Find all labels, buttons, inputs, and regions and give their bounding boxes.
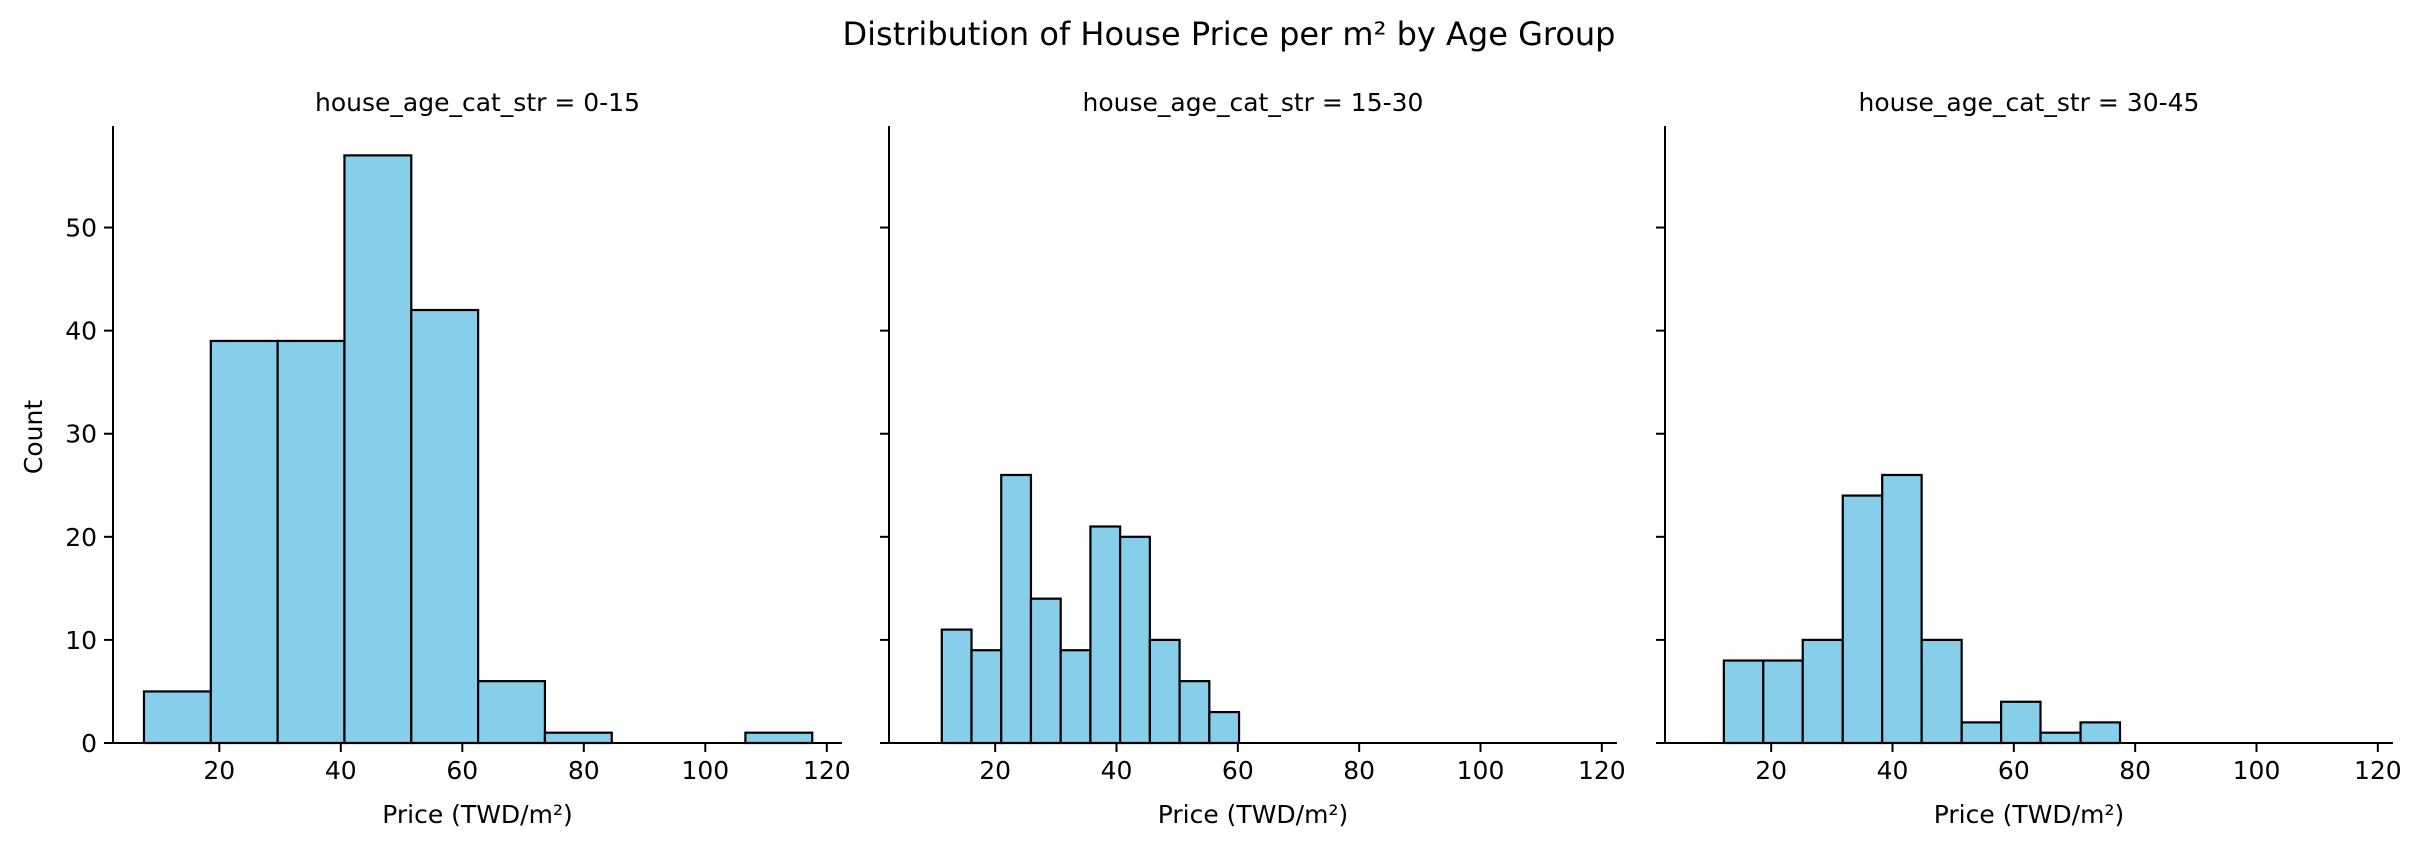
histogram-bar — [343, 154, 413, 745]
facet-panel-2: house_age_cat_str = 15-30 20 40 60 80 100 120 P… — [880, 88, 1626, 829]
y-tick-label: 50 — [65, 214, 97, 243]
x-tick-label: 60 — [446, 756, 478, 785]
facet-panel-1: house_age_cat_str = 0-15 0 10 20 30 40 50 20 40 6… — [65, 88, 850, 829]
histogram-bar — [1920, 638, 1963, 745]
x-tick-label: 100 — [1457, 756, 1505, 785]
histogram-bar — [970, 649, 1003, 745]
histogram-bar — [276, 339, 346, 745]
x-tick-label: 60 — [1998, 756, 2030, 785]
facet-panel-3: house_age_cat_str = 30-45 20 40 60 80 100 120 P… — [1656, 88, 2402, 829]
histogram-bar — [477, 680, 547, 745]
histogram-bar — [1960, 721, 2003, 745]
histogram-bar — [543, 731, 613, 745]
histogram-bar — [410, 308, 480, 745]
histogram-bar — [1999, 700, 2042, 745]
x-tick-label: 20 — [1755, 756, 1787, 785]
histogram-bar — [2079, 721, 2122, 745]
histogram-bar — [1881, 473, 1923, 745]
x-tick-label: 40 — [1101, 756, 1133, 785]
histogram-bar — [1089, 525, 1122, 745]
histogram-bar — [1762, 659, 1804, 745]
histogram-bar — [1000, 473, 1033, 745]
histogram-bar — [1178, 680, 1211, 745]
x-tick-label: 80 — [568, 756, 600, 785]
histogram-bar — [940, 628, 973, 745]
x-tick-label: 120 — [803, 756, 851, 785]
x-tick-label: 20 — [979, 756, 1011, 785]
chart-title: Distribution of House Price per m² by Ag… — [843, 15, 1616, 53]
x-tick-label: 80 — [1343, 756, 1375, 785]
histogram-bar — [209, 339, 279, 745]
facet-title: house_age_cat_str = 0-15 — [315, 88, 640, 117]
histogram-bar — [1841, 494, 1884, 745]
y-tick-label: 0 — [81, 729, 97, 758]
y-tick-label: 20 — [65, 523, 97, 552]
y-tick-label: 10 — [65, 626, 97, 655]
histogram-bar — [1029, 597, 1062, 745]
histogram-bar — [1059, 649, 1092, 745]
facet-title: house_age_cat_str = 15-30 — [1083, 88, 1424, 117]
histogram-bar — [2039, 731, 2082, 745]
x-axis-label: Price (TWD/m²) — [1934, 800, 2124, 829]
x-tick-label: 120 — [1578, 756, 1626, 785]
panels: house_age_cat_str = 0-15 0 10 20 30 40 50 20 40 6… — [65, 88, 2402, 829]
histogram-bar — [1801, 638, 1844, 745]
x-tick-label: 100 — [681, 756, 729, 785]
y-tick-label: 30 — [65, 420, 97, 449]
histogram-bar — [1722, 659, 1765, 745]
x-axis-label: Price (TWD/m²) — [382, 800, 572, 829]
histogram-bar — [1119, 535, 1151, 745]
x-tick-label: 120 — [2354, 756, 2402, 785]
histogram-bar — [1208, 710, 1241, 745]
x-tick-label: 80 — [2119, 756, 2151, 785]
histogram-bar — [142, 690, 212, 745]
x-tick-label: 20 — [203, 756, 235, 785]
x-axis-label: Price (TWD/m²) — [1158, 800, 1348, 829]
x-tick-label: 100 — [2233, 756, 2281, 785]
y-axis-label: Count — [19, 400, 48, 474]
histogram-bar — [1148, 638, 1181, 745]
x-tick-label: 60 — [1222, 756, 1254, 785]
x-tick-label: 40 — [1877, 756, 1909, 785]
x-tick-label: 40 — [325, 756, 357, 785]
histogram-bar — [744, 731, 814, 745]
y-tick-label: 40 — [65, 317, 97, 346]
facet-title: house_age_cat_str = 30-45 — [1859, 88, 2200, 117]
